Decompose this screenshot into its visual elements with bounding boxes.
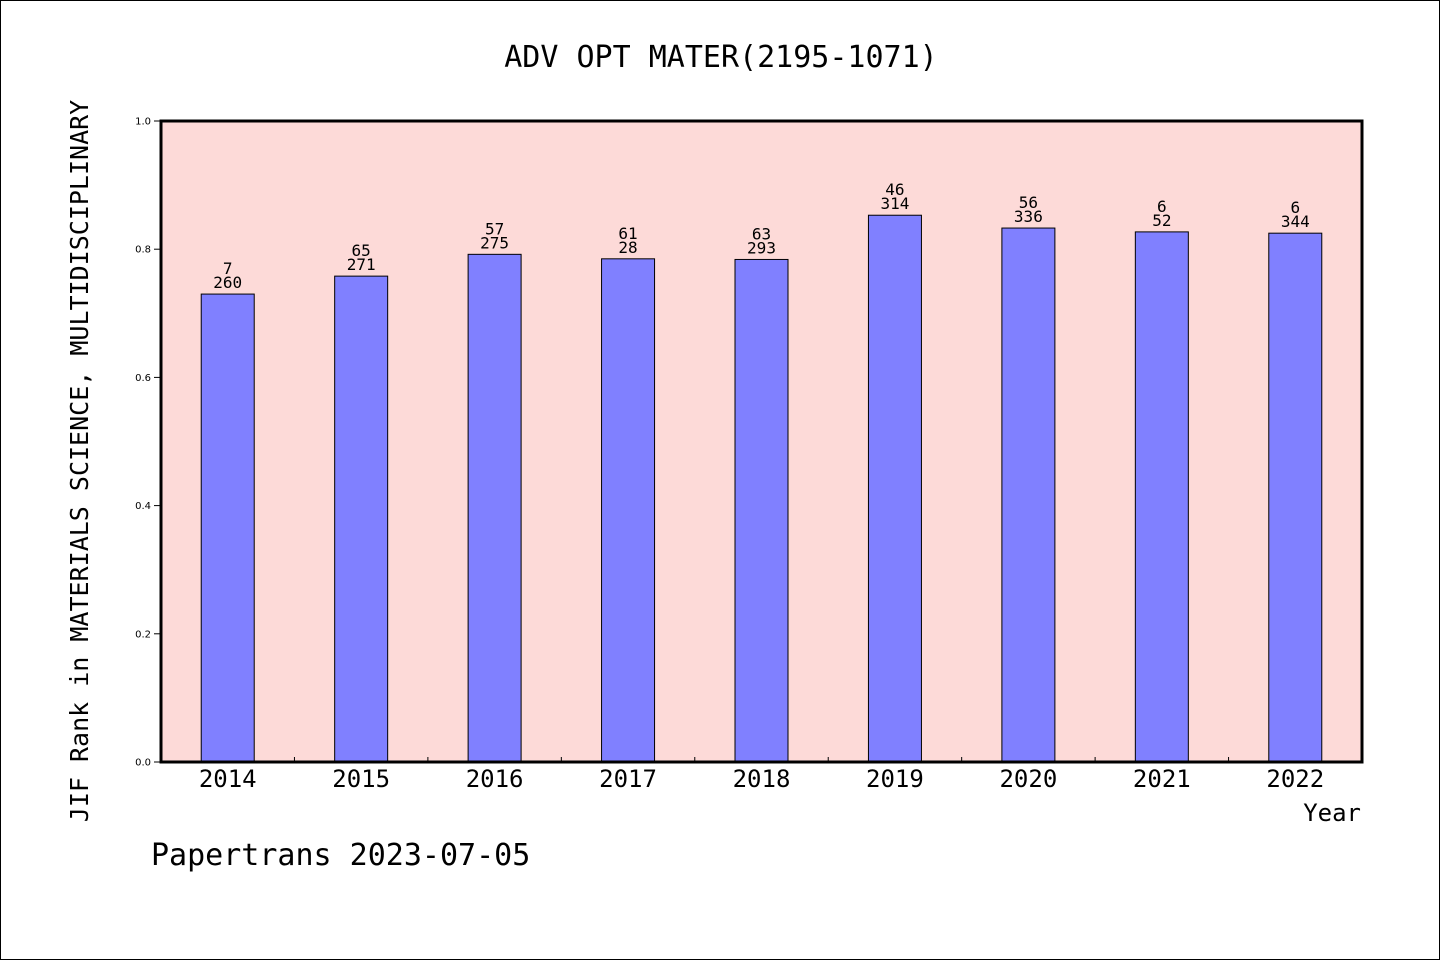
y-tick-label: 0.2	[135, 629, 151, 640]
x-tick-label: 2021	[1133, 765, 1191, 793]
y-tick-label: 0.0	[135, 758, 151, 769]
bar-rank-label: 46	[885, 180, 904, 199]
bar-total-label: 275	[480, 233, 509, 252]
bar-2022	[1268, 232, 1323, 763]
bar-2021	[1134, 231, 1189, 763]
y-tick-label: 0.6	[135, 373, 151, 384]
chart-title: ADV OPT MATER(2195-1071)	[504, 40, 937, 75]
bar-rank-label: 56	[1019, 193, 1038, 212]
x-tick-label: 2017	[599, 765, 657, 793]
bar-2017	[601, 258, 656, 763]
footer-watermark: Papertrans 2023-07-05	[151, 838, 530, 873]
bar-total-label: 52	[1152, 211, 1171, 230]
bar-2016	[467, 253, 522, 763]
bar-total-label: 271	[347, 255, 376, 274]
x-axis-label: Year	[1303, 799, 1361, 827]
bar-2020	[1001, 227, 1056, 763]
x-tick-label: 2016	[466, 765, 524, 793]
bar-total-label: 28	[618, 238, 637, 257]
bar-total-label: 260	[213, 273, 242, 292]
bar-rank-label: 65	[352, 241, 371, 260]
x-tick-label: 2022	[1266, 765, 1324, 793]
bar-rank-label: 57	[485, 219, 504, 238]
bar-total-label: 314	[880, 194, 909, 213]
x-tick-label: 2014	[199, 765, 257, 793]
bar-2015	[334, 275, 389, 763]
x-tick-label: 2015	[332, 765, 390, 793]
bar-total-label: 336	[1014, 207, 1043, 226]
bar-total-label: 344	[1281, 212, 1310, 231]
bar-2018	[734, 258, 789, 763]
bar-2019	[867, 214, 922, 763]
plot-border	[159, 119, 1364, 764]
bar-rank-label: 7	[223, 259, 233, 278]
y-axis-label: JIF Rank in MATERIALS SCIENCE, MULTIDISC…	[65, 100, 94, 822]
y-tick-label: 0.4	[135, 501, 151, 512]
x-tick-label: 2018	[733, 765, 791, 793]
y-tick-label: 1.0	[135, 117, 151, 128]
bar-2014	[200, 293, 255, 763]
bar-rank-label: 61	[618, 224, 637, 243]
bar-rank-label: 63	[752, 224, 771, 243]
x-tick-label: 2020	[999, 765, 1057, 793]
bar-rank-label: 6	[1290, 198, 1300, 217]
y-tick-label: 0.8	[135, 245, 151, 256]
x-tick-label: 2019	[866, 765, 924, 793]
bar-rank-label: 6	[1157, 197, 1167, 216]
bar-total-label: 293	[747, 238, 776, 257]
